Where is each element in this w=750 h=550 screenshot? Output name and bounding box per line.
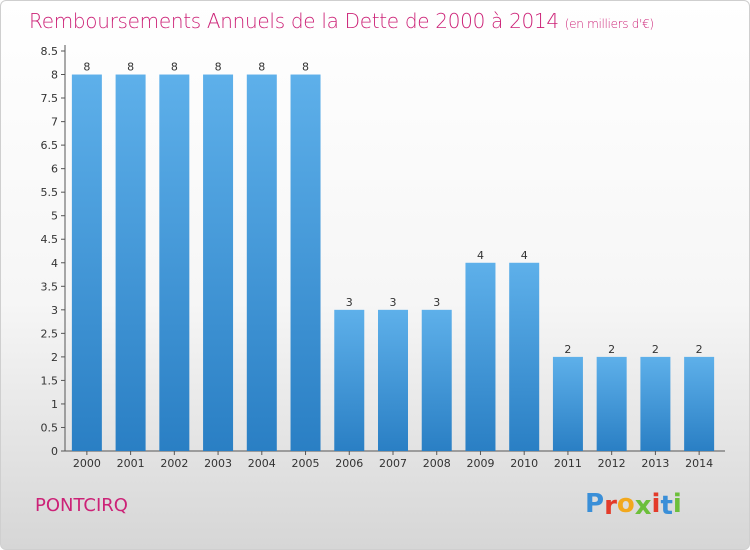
bar-2007 xyxy=(378,309,408,451)
x-tick-label-2003: 2003 xyxy=(204,457,232,470)
data-label-2001: 8 xyxy=(127,61,134,74)
bar-2014 xyxy=(684,356,715,451)
y-tick-label: 7.5 xyxy=(41,92,59,105)
bar-2006 xyxy=(334,309,365,451)
x-tick-label-2004: 2004 xyxy=(248,457,276,470)
commune-name: PONTCIRQ xyxy=(35,495,128,516)
y-tick-label: 1.5 xyxy=(41,374,59,387)
y-tick-label: 3.5 xyxy=(41,280,59,293)
y-tick-label: 5.5 xyxy=(41,186,59,199)
bar-2003 xyxy=(203,74,234,451)
y-tick-label: 0 xyxy=(51,445,58,458)
proxiti-logo: Proxiti xyxy=(585,489,682,521)
y-tick-label: 3 xyxy=(51,304,58,317)
data-label-2007: 3 xyxy=(390,296,397,309)
y-tick-label: 7 xyxy=(51,116,58,129)
bar-2001 xyxy=(115,74,146,451)
y-tick-label: 4.5 xyxy=(41,233,59,246)
x-tick-label-2010: 2010 xyxy=(510,457,538,470)
x-tick-label-2002: 2002 xyxy=(160,457,188,470)
data-label-2004: 8 xyxy=(258,61,265,74)
data-label-2002: 8 xyxy=(171,61,178,74)
bar-2005 xyxy=(290,74,321,451)
x-tick-label-2012: 2012 xyxy=(598,457,626,470)
data-label-2009: 4 xyxy=(477,249,484,262)
y-tick-label: 6 xyxy=(51,163,58,176)
x-tick-label-2009: 2009 xyxy=(466,457,494,470)
y-tick-label: 6.5 xyxy=(41,139,59,152)
x-tick-label-2006: 2006 xyxy=(335,457,363,470)
x-tick-label-2005: 2005 xyxy=(292,457,320,470)
chart-title-block: Remboursements Annuels de la Dette de 20… xyxy=(29,9,654,33)
bar-2012 xyxy=(596,356,627,451)
x-tick-label-2011: 2011 xyxy=(554,457,582,470)
bar-2004 xyxy=(246,74,277,451)
data-label-2008: 3 xyxy=(433,296,440,309)
y-tick-label: 1 xyxy=(51,398,58,411)
bar-2000 xyxy=(71,74,102,451)
bar-2010 xyxy=(509,262,540,451)
y-tick-label: 0.5 xyxy=(41,421,59,434)
data-label-2013: 2 xyxy=(652,343,659,356)
x-tick-label-2014: 2014 xyxy=(685,457,713,470)
y-tick-label: 8.5 xyxy=(41,45,59,58)
chart-title: Remboursements Annuels de la Dette de 20… xyxy=(29,9,559,33)
bar-2011 xyxy=(552,356,583,451)
bar-2002 xyxy=(159,74,190,451)
data-label-2006: 3 xyxy=(346,296,353,309)
x-tick-label-2001: 2001 xyxy=(117,457,145,470)
y-tick-label: 2 xyxy=(51,351,58,364)
chart-subtitle: (en milliers d'€) xyxy=(564,17,654,31)
data-label-2012: 2 xyxy=(608,343,615,356)
x-tick-label-2007: 2007 xyxy=(379,457,407,470)
data-label-2005: 8 xyxy=(302,61,309,74)
data-label-2010: 4 xyxy=(521,249,528,262)
y-tick-label: 4 xyxy=(51,257,58,270)
y-tick-label: 2.5 xyxy=(41,327,59,340)
bar-2009 xyxy=(465,262,496,451)
data-label-2003: 8 xyxy=(215,61,222,74)
y-tick-label: 5 xyxy=(51,210,58,223)
bar-2008 xyxy=(421,309,452,451)
x-tick-label-2000: 2000 xyxy=(73,457,101,470)
data-label-2011: 2 xyxy=(564,343,571,356)
x-tick-label-2013: 2013 xyxy=(641,457,669,470)
data-label-2014: 2 xyxy=(696,343,703,356)
bar-2013 xyxy=(640,356,671,451)
x-tick-label-2008: 2008 xyxy=(423,457,451,470)
data-label-2000: 8 xyxy=(83,61,90,74)
y-tick-label: 8 xyxy=(51,69,58,82)
